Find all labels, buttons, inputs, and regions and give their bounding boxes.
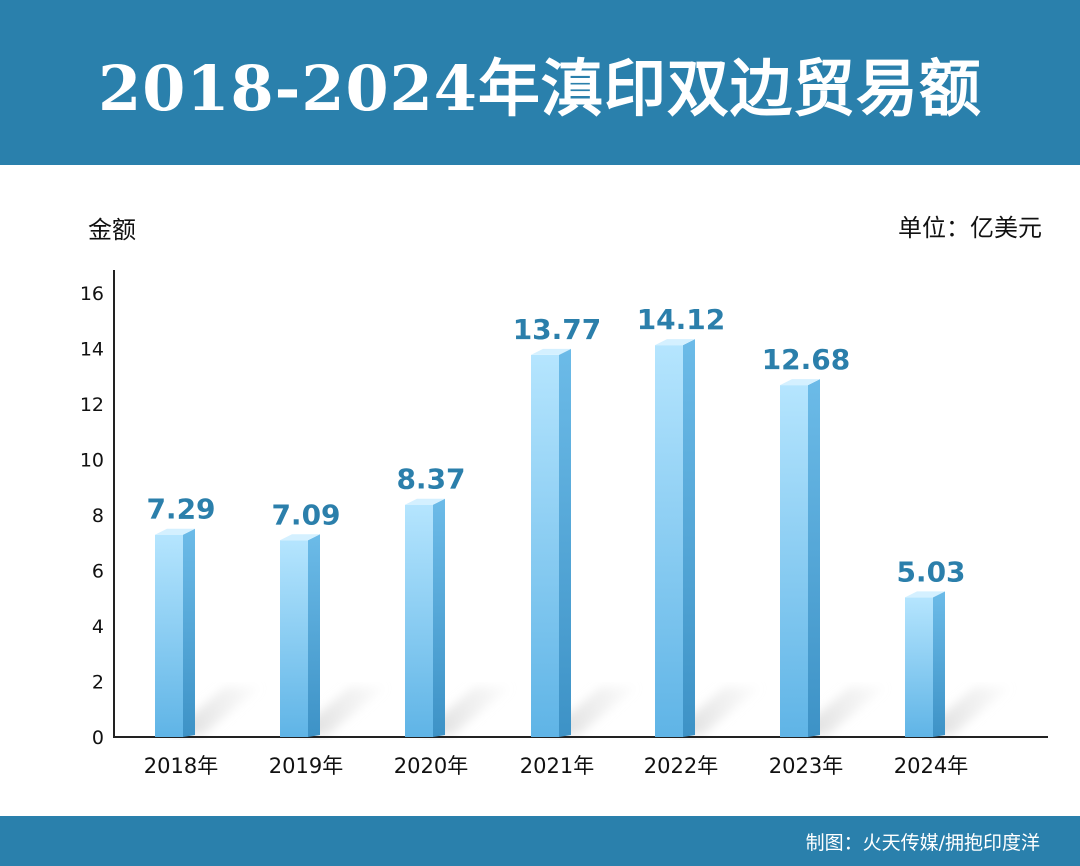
y-tick-label: 4	[92, 616, 104, 638]
data-label: 7.09	[271, 498, 340, 531]
footer-banner: 制图：火天传媒/拥抱印度洋	[0, 816, 1080, 866]
data-label: 14.12	[637, 303, 726, 336]
header-banner: 2018-2024年滇印双边贸易额	[0, 0, 1080, 165]
credit-text: 制图：火天传媒/拥抱印度洋	[805, 832, 1040, 854]
bar-front	[905, 597, 933, 737]
y-tick-label: 12	[80, 394, 104, 416]
x-tick-label: 2020年	[394, 754, 468, 778]
y-tick-label: 0	[92, 727, 104, 749]
bar-top	[405, 498, 445, 505]
data-label: 5.03	[896, 555, 965, 588]
data-label: 8.37	[396, 463, 465, 496]
bar-side	[308, 534, 320, 737]
bar-front	[531, 354, 559, 737]
bar-side	[183, 528, 195, 737]
y-tick-label: 10	[80, 450, 104, 472]
bar-top	[280, 534, 320, 541]
bar-front	[655, 345, 683, 737]
bar-side	[683, 339, 695, 737]
bar-side	[559, 348, 571, 737]
y-tick-label: 8	[92, 505, 104, 527]
bar-side	[933, 591, 945, 737]
x-tick-label: 2023年	[769, 754, 843, 778]
x-tick-label: 2019年	[269, 754, 343, 778]
data-label: 12.68	[762, 343, 851, 376]
data-label: 13.77	[513, 313, 602, 346]
bar-top	[905, 591, 945, 598]
bar-top	[531, 348, 571, 355]
bar-front	[280, 540, 308, 737]
page-title: 2018-2024年滇印双边贸易额	[98, 51, 982, 125]
bar-front	[405, 504, 433, 737]
y-tick-label: 16	[80, 283, 104, 305]
y-tick-label: 6	[92, 561, 104, 583]
unit-label: 单位：亿美元	[898, 214, 1042, 242]
x-tick-label: 2018年	[144, 754, 218, 778]
y-axis-label: 金额	[88, 216, 136, 244]
bar-front	[780, 385, 808, 737]
x-tick-label: 2021年	[520, 754, 594, 778]
y-tick-label: 14	[80, 339, 104, 361]
bar-top	[655, 339, 695, 346]
bar-top	[155, 528, 195, 535]
bar-front	[155, 534, 183, 737]
x-tick-label: 2024年	[894, 754, 968, 778]
bar-top	[780, 379, 820, 386]
bar-side	[808, 379, 820, 737]
bar-side	[433, 498, 445, 737]
data-label: 7.29	[146, 493, 215, 526]
y-tick-label: 2	[92, 672, 104, 694]
x-tick-label: 2022年	[644, 754, 718, 778]
